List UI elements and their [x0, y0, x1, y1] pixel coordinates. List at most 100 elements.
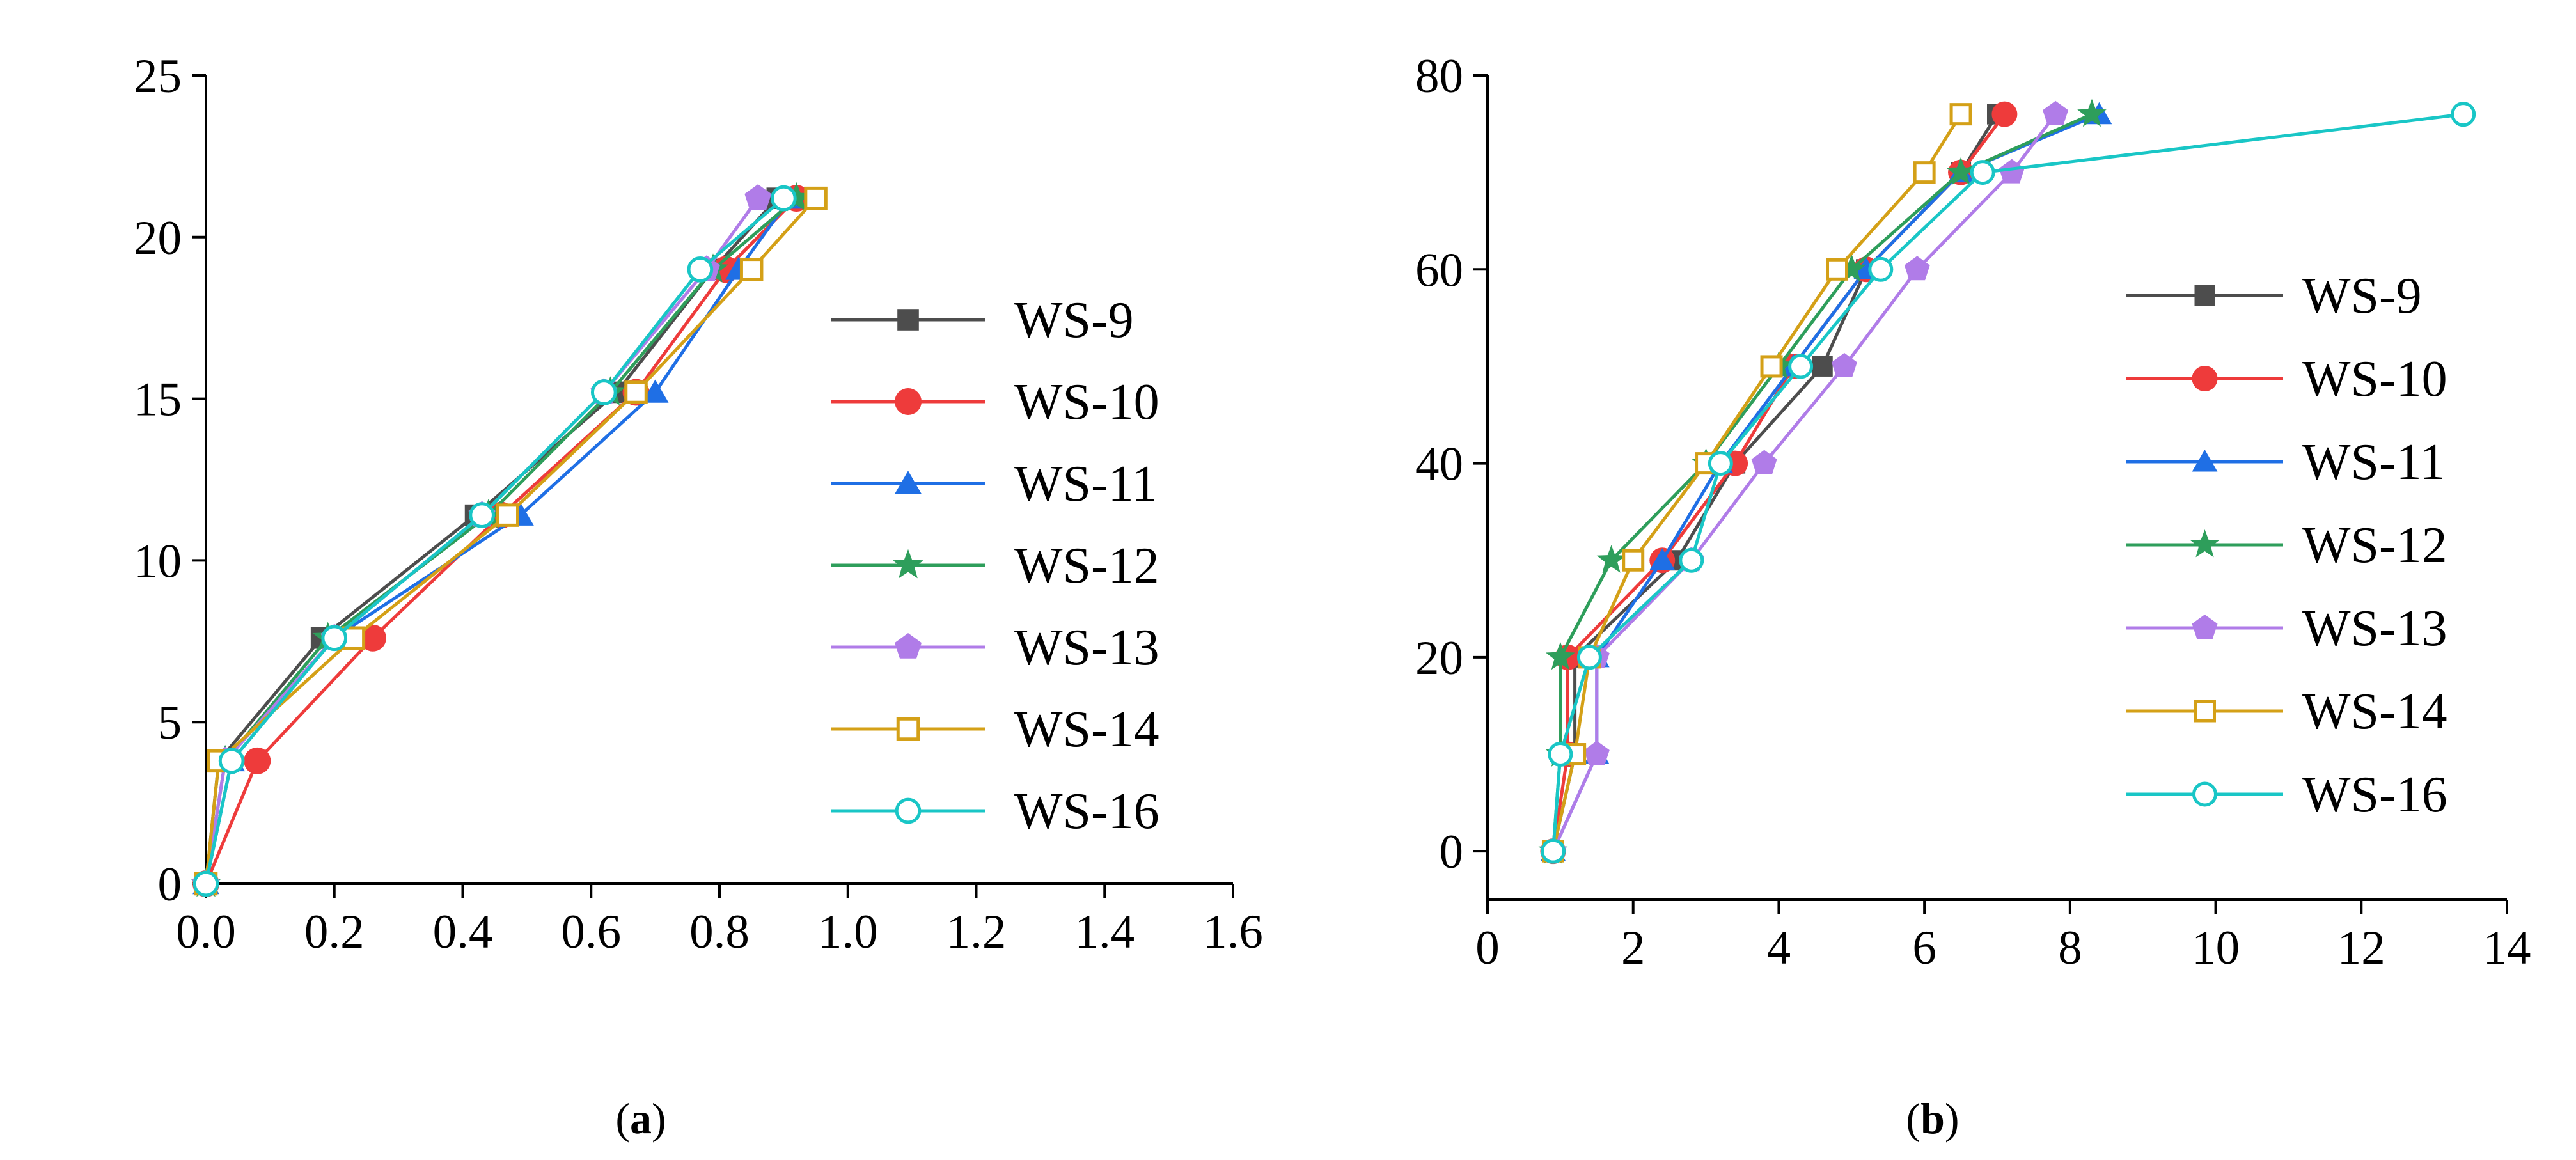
series-ws-10 [1540, 101, 2018, 865]
x-tick-label: 0.0 [176, 905, 236, 959]
legend-label: WS-10 [2302, 351, 2447, 407]
y-tick-label: 25 [134, 50, 182, 103]
data-point-ws-14 [1622, 549, 1645, 572]
data-point-ws-16 [1868, 256, 1894, 282]
data-point-ws-16 [1679, 547, 1704, 573]
x-tick-label: 14 [2483, 921, 2531, 975]
y-tick-label: 5 [158, 696, 182, 749]
data-point-ws-14 [1949, 103, 1972, 126]
x-tick-label: 0.2 [304, 905, 365, 959]
x-tick-label: 0.6 [561, 905, 621, 959]
legend-marker [896, 717, 920, 741]
series-line-ws-11 [1551, 113, 2100, 852]
data-point-ws-16 [1548, 742, 1573, 767]
legend-label: WS-13 [1014, 620, 1159, 676]
legend-item-ws-14: WS-14 [2126, 684, 2447, 740]
legend-marker [895, 797, 922, 824]
series-ws-9 [1543, 104, 2007, 862]
legend-item-ws-9: WS-9 [2126, 268, 2422, 324]
data-point-ws-12 [1596, 545, 1626, 573]
y-tick-label: 15 [134, 373, 182, 427]
data-point-ws-12 [1946, 157, 1975, 185]
series-ws-16 [192, 185, 797, 897]
data-point-ws-16 [2451, 102, 2476, 127]
y-tick-label: 40 [1415, 438, 1463, 491]
legend-label: WS-9 [2302, 268, 2422, 324]
series-line-ws-16 [204, 197, 785, 884]
x-tick-label: 1.2 [946, 905, 1007, 959]
legend-item-ws-10: WS-10 [2126, 351, 2447, 407]
series-ws-9 [195, 187, 789, 895]
data-point-ws-16 [687, 256, 714, 283]
legend-item-ws-16: WS-16 [831, 783, 1159, 840]
series-ws-13 [1540, 100, 2069, 863]
legend-marker [893, 549, 923, 579]
data-point-ws-16 [192, 870, 219, 897]
legend-marker [2192, 615, 2218, 639]
y-tick-label: 20 [1415, 632, 1463, 685]
series-ws-16 [1540, 102, 2476, 864]
data-point-ws-16 [590, 379, 617, 405]
legend: WS-9 WS-10 WS-11 WS-12 WS-13 WS-14 WS-16 [2126, 268, 2447, 823]
series-ws-14 [1541, 103, 1972, 863]
legend-label: WS-16 [2302, 767, 2447, 823]
series-line-ws-13 [1551, 113, 2057, 852]
data-point-ws-13 [744, 184, 772, 210]
data-point-ws-12 [2077, 98, 2107, 127]
legend-label: WS-14 [2302, 684, 2447, 740]
legend-label: WS-12 [2302, 517, 2447, 574]
series-line-ws-10 [204, 197, 798, 884]
data-point-ws-11 [1649, 548, 1676, 570]
series-ws-11 [192, 185, 804, 895]
x-tick-label: 0 [1475, 921, 1500, 975]
legend-marker [2192, 450, 2218, 472]
x-tick-label: 1.6 [1203, 905, 1263, 959]
x-tick-label: 12 [2337, 921, 2385, 975]
x-tick-label: 4 [1767, 921, 1791, 975]
series-line-ws-9 [204, 197, 779, 884]
data-point-ws-16 [1576, 645, 1602, 670]
x-tick-label: 1.4 [1074, 905, 1135, 959]
series-ws-12 [1538, 98, 2107, 864]
x-tick-label: 0.8 [689, 905, 750, 959]
data-point-ws-16 [469, 502, 495, 528]
y-tick-label: 60 [1415, 244, 1463, 297]
y-tick-label: 20 [134, 212, 182, 265]
legend-marker [2194, 700, 2216, 723]
data-point-ws-13 [1751, 450, 1777, 474]
data-point-ws-14 [1913, 161, 1936, 184]
data-point-ws-16 [321, 625, 348, 652]
data-point-ws-13 [1583, 741, 1610, 765]
legend-marker [895, 633, 922, 659]
legend-marker [895, 388, 922, 415]
data-point-ws-14 [739, 258, 764, 281]
data-point-ws-14 [1826, 258, 1849, 281]
data-point-ws-10 [1991, 101, 2018, 127]
legend-item-ws-12: WS-12 [831, 538, 1159, 594]
legend-item-ws-16: WS-16 [2126, 767, 2447, 823]
data-point-ws-16 [218, 748, 245, 774]
panel-b-label: (b) [1906, 1094, 1959, 1143]
legend-label: WS-12 [1014, 538, 1159, 594]
legend-label: WS-10 [1014, 374, 1159, 430]
y-tick-label: 80 [1415, 50, 1463, 103]
legend-label: WS-14 [1014, 701, 1159, 758]
legend-item-ws-9: WS-9 [831, 292, 1134, 349]
legend-label: WS-13 [2302, 600, 2447, 657]
data-point-ws-13 [1904, 256, 1930, 281]
y-tick-label: 0 [1440, 826, 1464, 879]
data-point-ws-13 [2043, 100, 2069, 125]
series-line-ws-9 [1551, 113, 1999, 852]
series-line-ws-10 [1551, 113, 2006, 852]
data-point-ws-13 [1831, 352, 1857, 377]
series-line-ws-12 [204, 197, 798, 884]
series-ws-11 [1540, 102, 2112, 861]
legend-item-ws-13: WS-13 [2126, 600, 2447, 657]
x-tick-label: 1.0 [818, 905, 878, 959]
legend-marker [2192, 366, 2218, 391]
series-line-ws-12 [1551, 113, 2093, 852]
legend-label: WS-11 [2302, 434, 2446, 490]
x-tick-label: 10 [2192, 921, 2240, 975]
series-ws-12 [191, 182, 812, 897]
data-point-ws-14 [496, 503, 520, 527]
